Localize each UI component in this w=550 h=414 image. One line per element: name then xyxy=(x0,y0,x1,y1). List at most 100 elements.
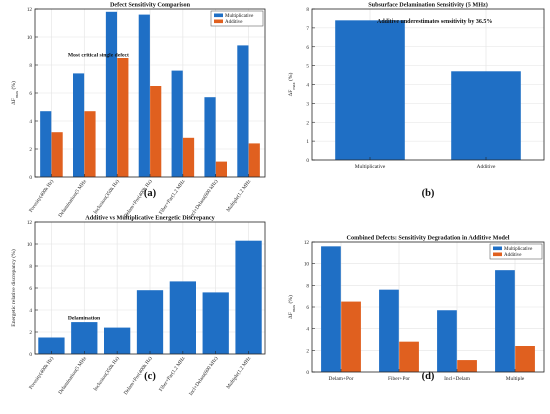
panel-label: (c) xyxy=(144,371,156,382)
bar-additive xyxy=(515,346,535,372)
y-tick-label: 4 xyxy=(306,83,309,89)
legend-entry: Additive xyxy=(504,253,522,258)
x-tick-label: Additive xyxy=(477,164,496,170)
x-tick-label: Porosity(400k Hz) xyxy=(27,178,55,214)
legend-swatch xyxy=(214,13,223,18)
y-axis-label-sub: max xyxy=(291,304,296,312)
legend-entry: Multiplicative xyxy=(225,14,254,19)
panel-label: (a) xyxy=(144,188,157,199)
y-tick-label: 12 xyxy=(27,220,33,226)
chart-title: Combined Defects: Sensitivity Degradatio… xyxy=(347,235,510,242)
y-tick-label: 8 xyxy=(306,283,309,289)
bar-multiplicative xyxy=(437,310,457,372)
y-tick-label: 6 xyxy=(306,305,309,311)
chart-title: Defect Sensitivity Comparison xyxy=(110,2,191,9)
y-axis-label-main: ΔF xyxy=(11,98,17,105)
y-axis-label-main: ΔF xyxy=(288,90,294,97)
panel-label: (d) xyxy=(422,371,435,382)
bar-additive xyxy=(150,86,162,177)
y-tick-label: 0 xyxy=(306,158,309,164)
bar-multiplicative xyxy=(379,289,399,372)
y-tick-label: 0 xyxy=(306,370,309,376)
bar-additive xyxy=(457,360,477,372)
x-tick-label: Delamination(5 MHz xyxy=(57,178,89,219)
y-axis-label-sub: max xyxy=(14,90,19,98)
y-tick-label: 4 xyxy=(29,119,32,125)
bar-multiplicative xyxy=(495,270,515,372)
bar-multiplicative xyxy=(73,73,85,177)
bar-multiplicative xyxy=(40,111,52,177)
y-tick-label: 0 xyxy=(29,175,32,181)
chart-panel-3: 0 2 4 6 8 10 12 Porosity(400k Hz) Delamination(5… xyxy=(10,215,266,397)
x-tick-label: Porosity(400k Hz) xyxy=(27,355,55,391)
y-axis-label: ΔFmax (%) xyxy=(287,73,296,97)
y-tick-label: 2 xyxy=(306,120,309,126)
bar xyxy=(202,292,229,354)
y-tick-label: 4 xyxy=(29,308,32,314)
chart-panel-1: 0 2 4 6 8 10 12 Porosity(400k Hz) Delamination(5… xyxy=(10,2,266,220)
x-tick-label: Multiplicative xyxy=(355,164,386,170)
chart-title: Additive vs Multiplicative Energetic Dis… xyxy=(85,215,215,222)
legend-swatch xyxy=(493,246,502,251)
x-tick-label: Fiber+Par(1.2 MHz xyxy=(157,355,187,393)
bar-additive xyxy=(399,341,419,372)
bar xyxy=(38,337,65,354)
legend-box xyxy=(210,10,264,27)
annotation: Additive underestimates sensitivity by 3… xyxy=(377,19,492,25)
y-tick-label: 10 xyxy=(27,35,33,41)
bar xyxy=(169,281,196,354)
y-tick-label: 3 xyxy=(306,101,309,107)
y-axis-label-unit: (%) xyxy=(287,73,294,83)
y-axis-label-main: ΔF xyxy=(288,312,294,319)
x-tick-label: Fiber+Par(1.2 MHz xyxy=(157,178,187,216)
y-tick-label: 2 xyxy=(29,147,32,153)
chart-title: Subsurface Delamination Sensitivity (5 M… xyxy=(368,2,488,9)
legend-swatch xyxy=(493,252,502,257)
y-tick-label: 7 xyxy=(306,26,309,32)
x-tick-label: Incl+Delam xyxy=(444,376,471,382)
y-axis-label: ΔFmax (%) xyxy=(287,295,296,319)
annotation: Delamination xyxy=(68,315,101,321)
y-tick-label: 10 xyxy=(304,262,310,268)
bar-additive xyxy=(117,58,129,177)
y-tick-label: 8 xyxy=(29,63,32,69)
y-tick-label: 12 xyxy=(304,240,310,246)
y-tick-label: 4 xyxy=(306,327,309,333)
y-tick-label: 1 xyxy=(306,139,309,145)
bar xyxy=(136,290,164,354)
bar-additive xyxy=(51,132,63,177)
x-tick-label: Multiple(1.2 MHz xyxy=(225,355,253,391)
bar xyxy=(71,322,98,354)
bar-additive xyxy=(248,143,260,177)
y-tick-label: 10 xyxy=(27,242,33,248)
chart-panel-4: 0 2 4 6 8 10 12 Delam+Por Fiber+Por Incl+Delam Mul… xyxy=(287,235,545,382)
x-tick-label: Inclusion(350k Hz) xyxy=(92,355,121,392)
y-tick-label: 5 xyxy=(306,64,309,70)
y-axis-label: Energetic relative discrepancy (%) xyxy=(10,249,17,327)
y-axis-label-unit: (%) xyxy=(287,295,294,305)
y-tick-label: 12 xyxy=(27,7,33,13)
x-tick-label: Multiple(1.2 MHz xyxy=(225,178,253,214)
bar xyxy=(335,20,405,161)
y-tick-label: 8 xyxy=(29,264,32,270)
bar-multiplicative xyxy=(237,45,249,178)
panel-label: (b) xyxy=(422,188,435,199)
bar-multiplicative xyxy=(204,97,216,177)
x-tick-label: Delam+Por xyxy=(329,376,354,382)
bar xyxy=(451,71,521,160)
bar-additive xyxy=(182,137,195,177)
bar-multiplicative xyxy=(171,70,183,177)
y-tick-label: 6 xyxy=(306,45,309,51)
y-tick-label: 8 xyxy=(306,7,309,13)
y-tick-label: 6 xyxy=(29,91,32,97)
legend-box xyxy=(489,243,543,260)
bar xyxy=(235,240,262,354)
chart-panel-2: 0 1 2 3 4 5 6 7 8 Multiplicative Additive Subsurfac… xyxy=(287,2,545,199)
y-axis-label-sub: max xyxy=(291,82,296,90)
y-axis-label: ΔFmax (%) xyxy=(10,81,19,105)
y-tick-label: 0 xyxy=(29,352,32,358)
legend-entry: Multiplicative xyxy=(504,247,533,252)
x-tick-label: Multiple xyxy=(506,376,525,382)
y-tick-label: 2 xyxy=(29,330,32,336)
